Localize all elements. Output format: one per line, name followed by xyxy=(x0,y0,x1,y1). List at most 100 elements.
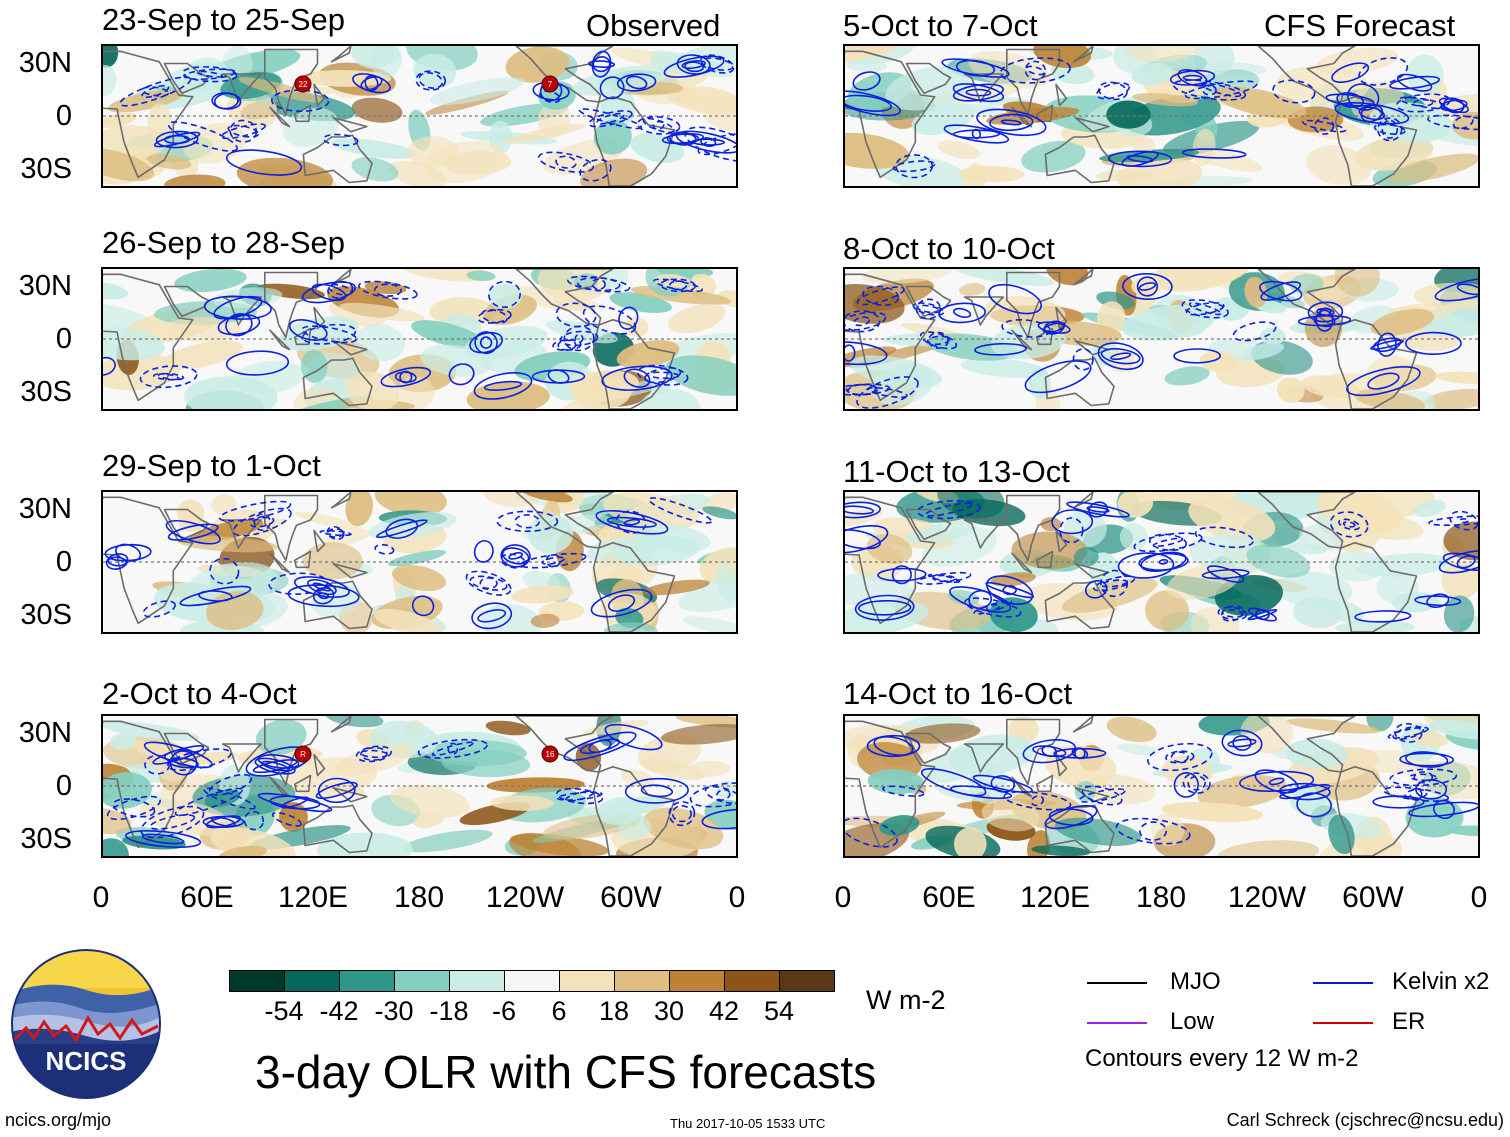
kelvin-contour xyxy=(1117,552,1175,579)
kelvin-contour xyxy=(1389,75,1440,90)
olr-anomaly-shading xyxy=(1447,825,1478,837)
legend-line-mjo xyxy=(1087,982,1147,984)
kelvin-contour xyxy=(1110,352,1132,361)
kelvin-contour xyxy=(317,777,356,804)
kelvin-contour xyxy=(920,768,987,797)
kelvin-contour xyxy=(1042,322,1066,334)
kelvin-contour xyxy=(1338,518,1361,531)
coastline xyxy=(1257,269,1356,326)
olr-anomaly-shading xyxy=(490,795,554,811)
olr-anomaly-shading xyxy=(339,302,425,322)
coastline xyxy=(269,552,291,574)
olr-anomaly-shading xyxy=(968,51,1051,89)
kelvin-contour xyxy=(488,280,521,309)
kelvin-contour xyxy=(1221,608,1244,618)
kelvin-contour xyxy=(652,120,665,130)
kelvin-contour xyxy=(112,798,156,818)
kelvin-contour xyxy=(355,745,392,763)
kelvin-contour xyxy=(227,124,260,138)
olr-anomaly-shading xyxy=(391,564,447,592)
olr-anomaly-shading xyxy=(1131,62,1173,86)
kelvin-contour xyxy=(697,133,736,156)
kelvin-contour xyxy=(1346,366,1421,397)
kelvin-contour xyxy=(1459,517,1469,524)
coastline xyxy=(293,104,312,123)
olr-anomaly-shading xyxy=(989,597,1038,632)
olr-anomaly-shading xyxy=(103,327,166,361)
coastline xyxy=(330,492,352,509)
olr-anomaly-shading xyxy=(300,349,328,383)
kelvin-contour xyxy=(1325,93,1375,107)
olr-anomaly-shading xyxy=(1388,153,1478,183)
panel-title: 23-Sep to 25-Sep xyxy=(102,2,346,37)
kelvin-contour xyxy=(1092,575,1136,592)
coastline xyxy=(905,732,952,765)
kelvin-contour xyxy=(1440,99,1468,112)
olr-anomaly-shading xyxy=(665,355,736,396)
legend-label: Low xyxy=(1170,1008,1215,1035)
kelvin-contour xyxy=(1297,314,1352,327)
kelvin-contour xyxy=(1373,123,1406,135)
olr-anomaly-shading xyxy=(643,807,724,850)
kelvin-contour xyxy=(327,528,345,538)
olr-anomaly-shading xyxy=(164,317,242,342)
lon-label: 0 xyxy=(834,881,852,914)
kelvin-contour xyxy=(1331,62,1370,83)
kelvin-contour xyxy=(155,130,199,149)
kelvin-contour xyxy=(243,810,265,831)
colorbar-tick-label: -42 xyxy=(319,996,359,1026)
coastline xyxy=(515,46,614,103)
kelvin-contour xyxy=(916,499,981,520)
olr-anomaly-shading xyxy=(103,721,200,741)
kelvin-contour xyxy=(1336,92,1364,109)
kelvin-contour xyxy=(1409,788,1423,801)
kelvin-contour xyxy=(469,575,508,591)
contour-note: Contours every 12 W m-2 xyxy=(1085,1045,1359,1072)
olr-anomaly-shading xyxy=(1276,377,1305,403)
olr-map-panel xyxy=(843,490,1480,634)
kelvin-contour xyxy=(1442,552,1478,572)
colorbar-swatch xyxy=(504,970,560,992)
legend-label: MJO xyxy=(1170,968,1221,995)
olr-anomaly-shading xyxy=(1011,531,1088,570)
olr-anomaly-shading xyxy=(616,340,680,369)
olr-anomaly-shading xyxy=(184,376,278,409)
kelvin-contour xyxy=(845,383,891,396)
kelvin-contour xyxy=(1138,282,1157,291)
colorbar-tick-label: 42 xyxy=(708,996,740,1026)
coastline xyxy=(1334,318,1418,409)
kelvin-contour xyxy=(1152,537,1184,548)
kelvin-contour xyxy=(1426,593,1450,609)
kelvin-contour xyxy=(845,310,881,333)
storm-label: 7 xyxy=(548,80,553,89)
kelvin-contour xyxy=(1088,501,1108,518)
kelvin-contour xyxy=(701,808,736,830)
kelvin-contour xyxy=(845,90,901,117)
olr-anomaly-shading xyxy=(387,549,447,567)
olr-anomaly-shading xyxy=(511,585,574,604)
kelvin-contour xyxy=(1165,750,1195,764)
kelvin-contour xyxy=(1173,772,1199,798)
kelvin-contour xyxy=(1301,119,1347,133)
kelvin-contour xyxy=(952,307,972,318)
kelvin-contour xyxy=(938,302,986,324)
kelvin-contour xyxy=(183,68,237,81)
coastline xyxy=(330,46,352,63)
kelvin-contour xyxy=(315,781,358,800)
panel-title: 8-Oct to 10-Oct xyxy=(843,231,1055,266)
kelvin-contour xyxy=(165,519,221,545)
olr-anomaly-shading xyxy=(482,492,542,507)
olr-anomaly-shading xyxy=(1434,269,1478,292)
kelvin-contour xyxy=(704,785,736,804)
coastline xyxy=(1011,329,1033,351)
olr-anomaly-shading xyxy=(530,613,560,628)
olr-anomaly-shading xyxy=(103,113,137,128)
lon-label: 120W xyxy=(1227,881,1307,914)
kelvin-contour xyxy=(845,525,889,554)
kelvin-contour xyxy=(1201,568,1250,580)
olr-anomaly-shading xyxy=(1443,521,1478,561)
kelvin-contour xyxy=(854,594,915,621)
kelvin-contour xyxy=(1108,150,1173,168)
olr-anomaly-shading xyxy=(485,720,531,736)
kelvin-contour xyxy=(1377,332,1397,357)
